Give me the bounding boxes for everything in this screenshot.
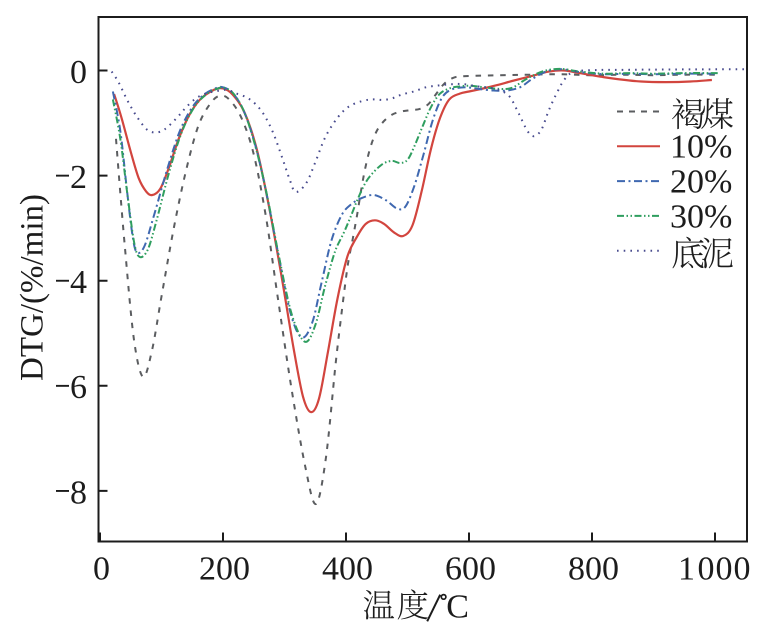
svg-text:4: 4	[70, 264, 87, 301]
svg-text:8: 8	[70, 474, 87, 511]
svg-text:400: 400	[322, 551, 373, 588]
svg-text:800: 800	[568, 551, 619, 588]
svg-text:200: 200	[199, 551, 250, 588]
svg-text:000: 000	[698, 551, 752, 588]
svg-text:0: 0	[70, 54, 87, 91]
svg-text:6: 6	[70, 369, 87, 406]
svg-text:1: 1	[678, 551, 695, 588]
svg-text:0: 0	[93, 551, 110, 588]
svg-text:10%: 10%	[670, 129, 732, 166]
svg-text:30%: 30%	[670, 198, 732, 235]
svg-text:C: C	[446, 588, 469, 625]
svg-text:2: 2	[70, 159, 87, 196]
svg-text:20%: 20%	[670, 164, 732, 201]
svg-text:DTG/(%/min): DTG/(%/min)	[15, 194, 51, 381]
svg-text:600: 600	[445, 551, 496, 588]
